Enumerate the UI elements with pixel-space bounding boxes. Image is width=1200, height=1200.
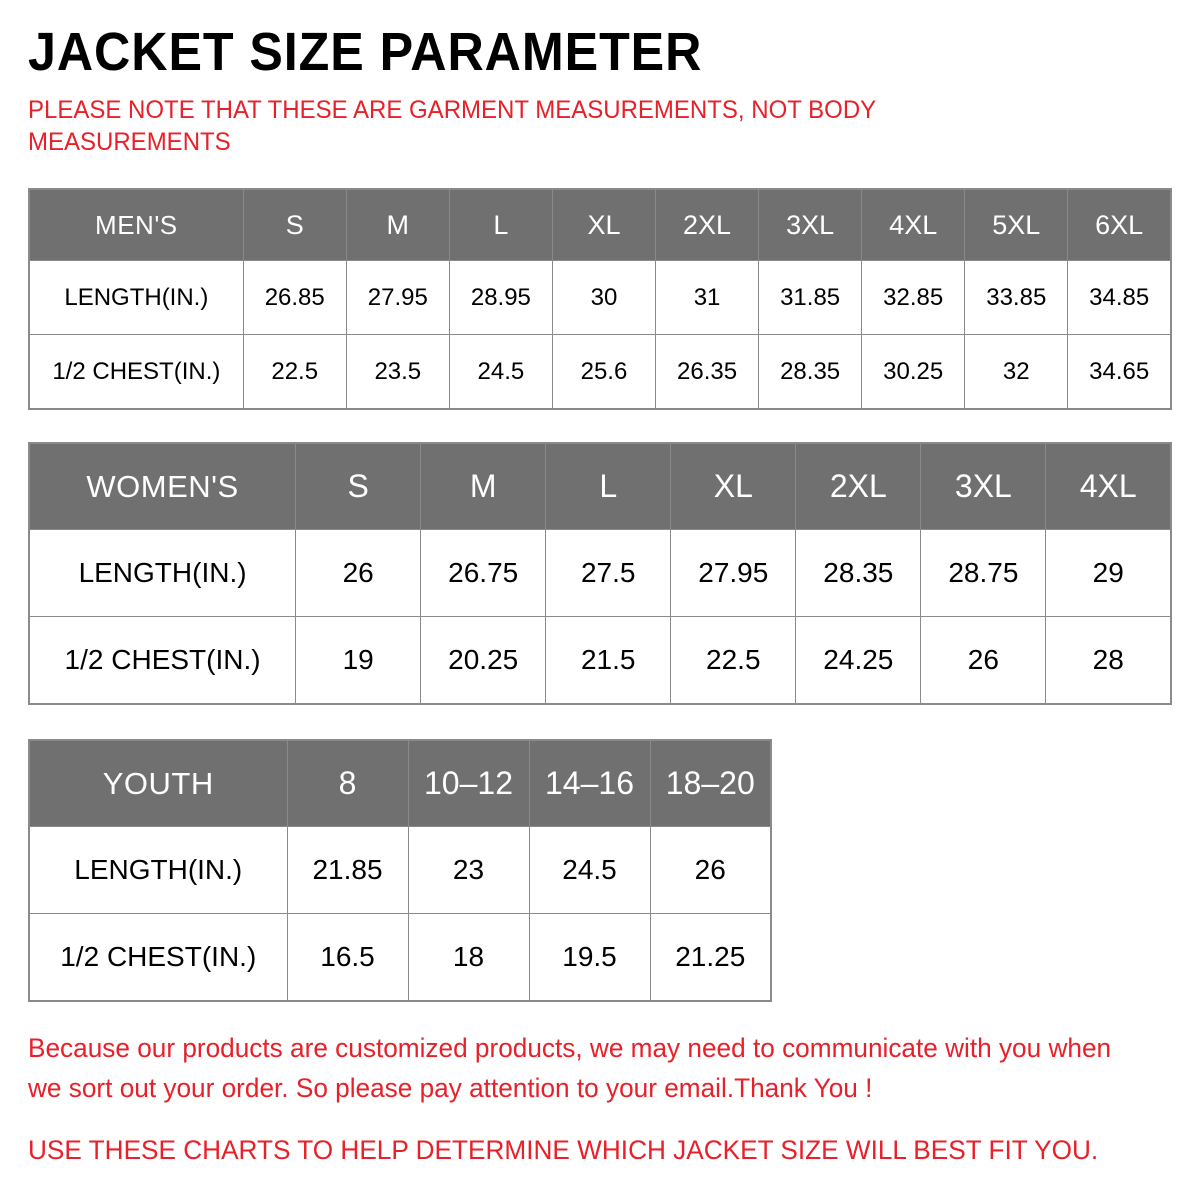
mens-size-header: XL — [551, 188, 657, 261]
mens-measure-value: 23.5 — [345, 334, 450, 410]
womens-size-header: S — [295, 442, 422, 530]
youth-measure-value: 24.5 — [528, 826, 651, 914]
mens-table-title: MEN'S — [28, 188, 244, 261]
footer-notes: Because our products are customized prod… — [28, 1002, 1172, 1170]
womens-measure-value: 28.35 — [795, 529, 922, 617]
mens-measure-value: 26.35 — [654, 334, 760, 410]
mens-size-header: L — [448, 188, 553, 261]
table-row: LENGTH(IN.) 26.85 27.95 28.95 30 31 31.85 32.85… — [28, 260, 1172, 335]
womens-size-header: 2XL — [795, 442, 922, 530]
mens-size-header: 2XL — [654, 188, 760, 261]
mens-size-header: 6XL — [1067, 188, 1172, 261]
mens-measure-value: 26.85 — [242, 260, 347, 335]
youth-measure-value: 21.85 — [286, 826, 409, 914]
mens-size-header: M — [345, 188, 450, 261]
youth-measure-value: 18 — [407, 913, 530, 1002]
womens-measure-value: 20.25 — [420, 616, 547, 705]
mens-size-header: 4XL — [861, 188, 966, 261]
womens-measure-value: 26.75 — [420, 529, 547, 617]
womens-header-row: WOMEN'S S M L XL 2XL 3XL 4XL — [28, 442, 1172, 530]
womens-size-header: M — [420, 442, 547, 530]
womens-measure-value: 22.5 — [670, 616, 797, 705]
womens-measure-value: 26 — [920, 616, 1047, 705]
womens-size-header: XL — [670, 442, 797, 530]
womens-measure-value: 27.5 — [545, 529, 672, 617]
youth-measure-label: LENGTH(IN.) — [28, 826, 288, 914]
youth-measure-value: 19.5 — [528, 913, 651, 1002]
page-title: JACKET SIZE PARAMETER — [28, 22, 703, 82]
womens-measure-value: 19 — [295, 616, 422, 705]
youth-size-header: 18–20 — [649, 739, 772, 827]
youth-measure-value: 23 — [407, 826, 530, 914]
womens-size-header: L — [545, 442, 672, 530]
table-row: 1/2 CHEST(IN.) 19 20.25 21.5 22.5 24.25 26 28 — [28, 616, 1172, 705]
mens-measure-label: LENGTH(IN.) — [28, 260, 244, 335]
womens-measure-value: 29 — [1045, 529, 1172, 617]
womens-table-body: LENGTH(IN.) 26 26.75 27.5 27.95 28.35 28.75 29 1… — [28, 529, 1172, 705]
footer-note-usage: USE THESE CHARTS TO HELP DETERMINE WHICH… — [28, 1135, 1099, 1165]
womens-measure-label: LENGTH(IN.) — [28, 529, 297, 617]
womens-measure-value: 26 — [295, 529, 422, 617]
youth-measure-value: 21.25 — [649, 913, 772, 1002]
table-row: LENGTH(IN.) 26 26.75 27.5 27.95 28.35 28.75 29 — [28, 529, 1172, 617]
womens-measure-value: 21.5 — [545, 616, 672, 705]
mens-measure-value: 32.85 — [861, 260, 966, 335]
mens-size-header: S — [242, 188, 347, 261]
womens-table-title: WOMEN'S — [28, 442, 297, 530]
mens-measure-value: 27.95 — [345, 260, 450, 335]
womens-size-table: WOMEN'S S M L XL 2XL 3XL 4XL LENGTH(IN.) 26 26.75… — [28, 442, 1172, 705]
womens-measure-value: 27.95 — [670, 529, 797, 617]
mens-measure-value: 33.85 — [964, 260, 1069, 335]
mens-measure-value: 30.25 — [861, 334, 966, 410]
youth-table-title: YOUTH — [28, 739, 288, 827]
womens-measure-value: 28.75 — [920, 529, 1047, 617]
garment-measurement-note: PLEASE NOTE THAT THESE ARE GARMENT MEASU… — [28, 96, 876, 156]
womens-size-header: 4XL — [1045, 442, 1172, 530]
mens-measure-label: 1/2 CHEST(IN.) — [28, 334, 244, 410]
mens-table-body: LENGTH(IN.) 26.85 27.95 28.95 30 31 31.85 32.85… — [28, 260, 1172, 410]
table-row: 1/2 CHEST(IN.) 22.5 23.5 24.5 25.6 26.35 28.35… — [28, 334, 1172, 410]
mens-size-header: 5XL — [964, 188, 1069, 261]
mens-measure-value: 28.95 — [448, 260, 553, 335]
footer-note-customization: Because our products are customized prod… — [28, 1033, 1112, 1103]
mens-measure-value: 24.5 — [448, 334, 553, 410]
mens-measure-value: 30 — [551, 260, 657, 335]
womens-table-head: WOMEN'S S M L XL 2XL 3XL 4XL — [28, 442, 1172, 530]
womens-measure-value: 28 — [1045, 616, 1172, 705]
youth-header-row: YOUTH 8 10–12 14–16 18–20 — [28, 739, 772, 827]
mens-measure-value: 22.5 — [242, 334, 347, 410]
youth-measure-label: 1/2 CHEST(IN.) — [28, 913, 288, 1002]
table-row: LENGTH(IN.) 21.85 23 24.5 26 — [28, 826, 772, 914]
mens-size-table: MEN'S S M L XL 2XL 3XL 4XL 5XL 6XL LENGTH(IN.) 26.… — [28, 188, 1172, 410]
youth-measure-value: 26 — [649, 826, 772, 914]
mens-table-head: MEN'S S M L XL 2XL 3XL 4XL 5XL 6XL — [28, 188, 1172, 261]
mens-measure-value: 34.65 — [1067, 334, 1172, 410]
table-row: 1/2 CHEST(IN.) 16.5 18 19.5 21.25 — [28, 913, 772, 1002]
youth-measure-value: 16.5 — [286, 913, 409, 1002]
youth-table-head: YOUTH 8 10–12 14–16 18–20 — [28, 739, 772, 827]
youth-table-body: LENGTH(IN.) 21.85 23 24.5 26 1/2 CHEST(IN.) 16… — [28, 826, 772, 1002]
mens-measure-value: 25.6 — [551, 334, 657, 410]
youth-size-header: 10–12 — [407, 739, 530, 827]
womens-measure-label: 1/2 CHEST(IN.) — [28, 616, 297, 705]
mens-header-row: MEN'S S M L XL 2XL 3XL 4XL 5XL 6XL — [28, 188, 1172, 261]
mens-measure-value: 31.85 — [758, 260, 863, 335]
mens-measure-value: 32 — [964, 334, 1069, 410]
womens-measure-value: 24.25 — [795, 616, 922, 705]
mens-measure-value: 31 — [654, 260, 760, 335]
mens-measure-value: 34.85 — [1067, 260, 1172, 335]
mens-measure-value: 28.35 — [758, 334, 863, 410]
mens-size-header: 3XL — [758, 188, 863, 261]
youth-size-header: 8 — [286, 739, 409, 827]
youth-size-table: YOUTH 8 10–12 14–16 18–20 LENGTH(IN.) 21.85 23… — [28, 739, 772, 1002]
youth-size-header: 14–16 — [528, 739, 651, 827]
womens-size-header: 3XL — [920, 442, 1047, 530]
